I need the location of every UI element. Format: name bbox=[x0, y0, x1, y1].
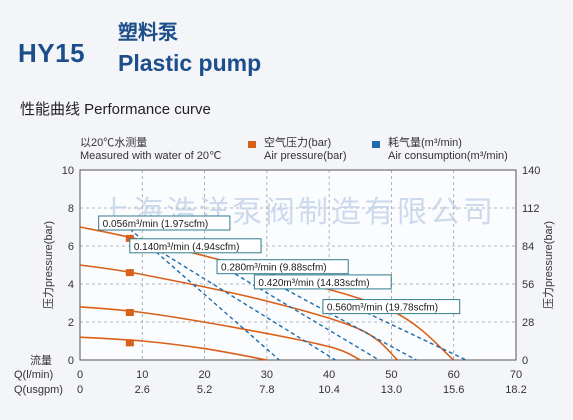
consumption-label: 0.560m³/min (19.78scfm) bbox=[327, 303, 438, 314]
consumption-line bbox=[278, 285, 417, 361]
consumption-label-box bbox=[253, 274, 392, 290]
x-tick-label: 30 bbox=[261, 369, 273, 381]
consumption-legend-cn: 耗气量(m³/min) bbox=[388, 137, 462, 149]
y-tick-label: 2 bbox=[68, 317, 74, 329]
consumption-label: 0.140m³/min (4.94scfm) bbox=[134, 242, 240, 253]
pressure-marker bbox=[125, 309, 134, 316]
x2-tick-label: 0 bbox=[77, 384, 83, 396]
measurement-note-en: Measured with water of 20℃ bbox=[80, 150, 222, 162]
x2-tick-label: 15.6 bbox=[443, 384, 464, 396]
y2-tick-label: 84 bbox=[522, 241, 534, 253]
title-chinese: 塑料泵 bbox=[118, 22, 178, 44]
consumption-line bbox=[129, 228, 280, 361]
y-tick-label: 0 bbox=[68, 355, 74, 367]
x-tick-label: 10 bbox=[136, 369, 148, 381]
consumption-label-box bbox=[322, 299, 461, 315]
y-tick-label: 8 bbox=[68, 203, 74, 215]
measurement-note-cn: 以20℃水测量 bbox=[80, 137, 148, 149]
pressure-legend-en: Air pressure(bar) bbox=[264, 150, 347, 162]
y2-tick-label: 112 bbox=[522, 203, 540, 215]
consumption-line bbox=[216, 262, 380, 361]
y2-tick-label: 140 bbox=[522, 165, 540, 177]
pressure-legend-cn: 空气压力(bar) bbox=[264, 137, 332, 149]
pressure-legend-swatch bbox=[248, 141, 256, 148]
y-axis-label: 压力pressure(bar) bbox=[42, 221, 55, 309]
x-tick-label: 20 bbox=[198, 369, 210, 381]
x2-tick-label: 18.2 bbox=[505, 384, 526, 396]
x2-tick-label: 13.0 bbox=[381, 384, 402, 396]
consumption-label: 0.420m³/min (14.83scfm) bbox=[258, 278, 369, 289]
consumption-line bbox=[141, 239, 336, 361]
x2-tick-label: 2.6 bbox=[135, 384, 150, 396]
x-tick-label: 70 bbox=[510, 369, 522, 381]
consumption-label: 0.280m³/min (9.88scfm) bbox=[221, 263, 327, 274]
consumption-legend-en: Air consumption(m³/min) bbox=[388, 150, 508, 162]
y2-tick-label: 56 bbox=[522, 279, 534, 291]
y-tick-label: 4 bbox=[68, 279, 74, 291]
x-tick-label: 40 bbox=[323, 369, 335, 381]
consumption-legend: 耗气量(m³/min) Air consumption(m³/min) bbox=[388, 137, 508, 163]
section-heading: 性能曲线 Performance curve bbox=[20, 101, 211, 118]
y2-tick-label: 0 bbox=[522, 355, 528, 367]
flow-row-label: 流量 bbox=[30, 353, 52, 367]
y2-axis-label: 压力pressure(bar) bbox=[542, 221, 555, 309]
x2-tick-label: 7.8 bbox=[259, 384, 274, 396]
pressure-marker bbox=[125, 339, 134, 347]
x2-tick-label: 5.2 bbox=[197, 384, 212, 396]
consumption-label-box bbox=[129, 238, 262, 254]
consumption-label-box bbox=[216, 259, 349, 275]
x-tick-label: 0 bbox=[77, 369, 83, 381]
pressure-curve bbox=[79, 336, 268, 361]
x2-axis-label: Q(usgpm) bbox=[14, 384, 63, 396]
x-tick-label: 50 bbox=[385, 369, 397, 381]
pressure-legend: 空气压力(bar) Air pressure(bar) bbox=[264, 137, 347, 163]
consumption-label: 0.056m³/min (1.97scfm) bbox=[103, 219, 209, 230]
consumption-legend-swatch bbox=[372, 141, 380, 148]
y-tick-label: 6 bbox=[68, 241, 74, 253]
pressure-marker bbox=[125, 269, 134, 277]
title-english: Plastic pump bbox=[118, 50, 262, 76]
measurement-note: 以20℃水测量 Measured with water of 20℃ bbox=[80, 137, 221, 163]
x-axis-label: Q(l/min) bbox=[14, 369, 53, 381]
x2-tick-label: 10.4 bbox=[318, 384, 339, 396]
model-number: HY15 bbox=[18, 38, 86, 68]
y2-tick-label: 28 bbox=[522, 317, 534, 329]
consumption-label-box bbox=[98, 215, 231, 231]
x-tick-label: 60 bbox=[448, 369, 460, 381]
y-tick-label: 10 bbox=[62, 165, 74, 177]
